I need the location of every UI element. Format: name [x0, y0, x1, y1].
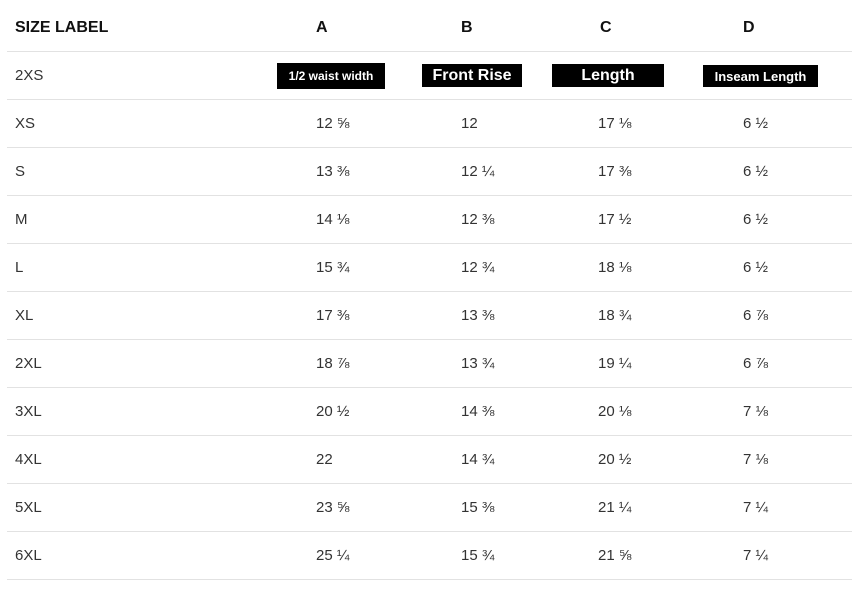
cell-c: 18 ¾ [590, 291, 734, 340]
size-label: XS [7, 99, 307, 148]
size-chart-table: SIZE LABEL A B C D 2XS 1/2 waist width F… [7, 4, 852, 580]
measure-label-c: Length [552, 64, 664, 87]
cell-a: 15 ¾ [307, 243, 453, 292]
table-row: 2XS 1/2 waist width Front Rise Length In… [7, 51, 852, 100]
cell-a: 20 ½ [307, 387, 453, 436]
cell-d: 6 ½ [734, 99, 852, 148]
cell-a: 22 [307, 435, 453, 484]
cell-c: 17 ½ [590, 195, 734, 244]
header-b: B [453, 4, 590, 52]
header-c: C [590, 4, 734, 52]
cell-b: 12 ¼ [453, 147, 590, 196]
cell-b: 13 ⅜ [453, 291, 590, 340]
cell-c: 19 ¼ [590, 339, 734, 388]
cell-a: 23 ⅝ [307, 483, 453, 532]
cell-b: 12 [453, 99, 590, 148]
cell-a: 17 ⅜ [307, 291, 453, 340]
cell-d: 6 ½ [734, 195, 852, 244]
cell-b: 12 ⅜ [453, 195, 590, 244]
size-label: XL [7, 291, 307, 340]
cell-d: 6 ⅞ [734, 291, 852, 340]
cell-d: 6 ½ [734, 147, 852, 196]
header-size-label: SIZE LABEL [7, 4, 307, 52]
cell-d: 7 ¼ [734, 483, 852, 532]
cell-b: 13 ¾ [453, 339, 590, 388]
cell-d: 7 ¼ [734, 531, 852, 580]
size-label: 2XL [7, 339, 307, 388]
measure-label-a: 1/2 waist width [277, 62, 385, 89]
cell-d: 7 ⅛ [734, 435, 852, 484]
measure-label-b: Front Rise [422, 64, 522, 87]
size-label: M [7, 195, 307, 244]
cell-a: 14 ⅛ [307, 195, 453, 244]
cell-c: 18 ⅛ [590, 243, 734, 292]
cell-a: 1/2 waist width [277, 51, 453, 100]
header-d: D [734, 4, 852, 52]
header-row: SIZE LABEL A B C D [7, 4, 852, 52]
cell-b: 14 ⅜ [453, 387, 590, 436]
cell-d: 6 ⅞ [734, 339, 852, 388]
measure-label-d: Inseam Length [703, 64, 818, 87]
size-label: 5XL [7, 483, 307, 532]
cell-b: 15 ¾ [453, 531, 590, 580]
cell-c: 21 ¼ [590, 483, 734, 532]
cell-c: 21 ⅝ [590, 531, 734, 580]
size-label: S [7, 147, 307, 196]
cell-b: Front Rise [422, 51, 590, 100]
cell-a: 13 ⅜ [307, 147, 453, 196]
size-label: L [7, 243, 307, 292]
size-label: 3XL [7, 387, 307, 436]
cell-c: 17 ⅛ [590, 99, 734, 148]
cell-d: Inseam Length [703, 51, 852, 100]
size-label: 4XL [7, 435, 307, 484]
size-label: 6XL [7, 531, 307, 580]
cell-a: 12 ⅝ [307, 99, 453, 148]
cell-b: 12 ¾ [453, 243, 590, 292]
size-label: 2XS [7, 51, 307, 100]
cell-b: 14 ¾ [453, 435, 590, 484]
cell-b: 15 ⅜ [453, 483, 590, 532]
cell-d: 7 ⅛ [734, 387, 852, 436]
cell-a: 25 ¼ [307, 531, 453, 580]
cell-a: 18 ⅞ [307, 339, 453, 388]
cell-c: 20 ⅛ [590, 387, 734, 436]
cell-d: 6 ½ [734, 243, 852, 292]
header-a: A [307, 4, 453, 52]
cell-c: 20 ½ [590, 435, 734, 484]
cell-c: 17 ⅜ [590, 147, 734, 196]
